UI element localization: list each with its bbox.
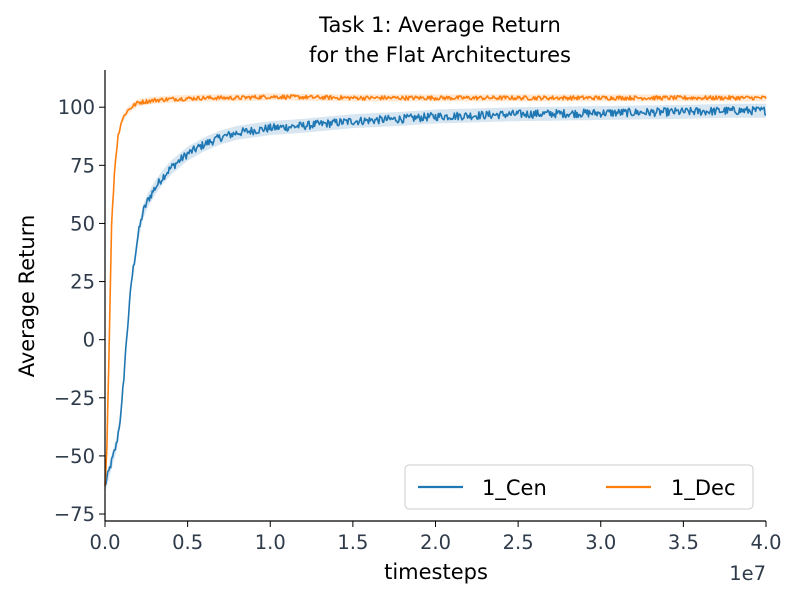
y-tick-label: 100: [58, 96, 95, 119]
y-tick-label: −75: [54, 503, 95, 526]
x-axis-label: timesteps: [384, 560, 488, 584]
x-axis-offset-label: 1e7: [729, 562, 766, 585]
legend-label-1-cen: 1_Cen: [482, 476, 547, 501]
y-axis-label: Average Return: [15, 215, 39, 378]
x-tick-label: 3.0: [585, 531, 616, 554]
series-line-1-dec: [104, 94, 767, 487]
series-line-1-cen: [104, 106, 767, 486]
x-tick-label: 2.5: [503, 531, 534, 554]
y-tick-label: −25: [54, 387, 95, 410]
legend-label-1-dec: 1_Dec: [671, 476, 736, 501]
legend-frame: [404, 464, 754, 510]
x-tick-label: 0.0: [89, 531, 120, 554]
confidence-band-1-dec: [105, 93, 766, 490]
x-tick-label: 4.0: [750, 531, 781, 554]
y-tick-label: 25: [70, 271, 95, 294]
legend: 1_Cen 1_Dec: [404, 464, 754, 510]
x-ticks: 0.0 0.5 1.0 1.5 2.0 2.5 3.0 3.5 4.0: [89, 521, 782, 554]
y-tick-label: −50: [54, 445, 95, 468]
chart-title-line1: Task 1: Average Return: [318, 13, 561, 37]
x-tick-label: 1.5: [337, 531, 368, 554]
x-tick-label: 2.0: [420, 531, 451, 554]
x-tick-label: 1.0: [255, 531, 286, 554]
y-tick-label: 50: [70, 212, 95, 235]
y-ticks: −75 −50 −25 0 25 50 75 100: [54, 96, 105, 526]
y-tick-label: 75: [70, 154, 95, 177]
x-tick-label: 0.5: [172, 531, 203, 554]
confidence-band-1-cen: [105, 103, 766, 494]
plot-area: [104, 93, 767, 494]
y-tick-label: 0: [83, 329, 95, 352]
x-tick-label: 3.5: [668, 531, 699, 554]
chart-title-line2: for the Flat Architectures: [309, 43, 571, 67]
